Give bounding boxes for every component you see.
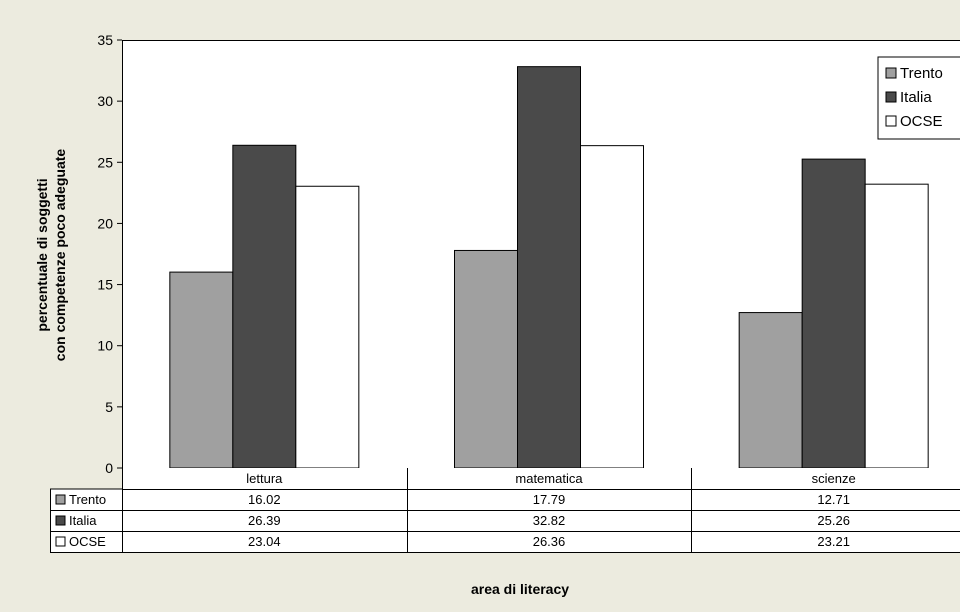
table-legend-key-ocse <box>55 536 66 547</box>
table-row-label-trento: Trento <box>69 492 106 507</box>
y-tick-label: 25 <box>97 154 113 170</box>
bar-ocse-scienze <box>864 183 929 469</box>
bar-ocse-matematica <box>580 145 644 469</box>
table-cell: 23.21 <box>817 534 850 549</box>
bar-trento-matematica <box>454 249 518 469</box>
x-axis-title: area di literacy <box>471 581 569 597</box>
y-tick-label: 5 <box>105 399 113 415</box>
bar-italia-scienze <box>801 158 866 469</box>
bar-italia-matematica <box>517 66 581 469</box>
y-tick-label: 30 <box>97 93 113 109</box>
bar-ocse-lettura <box>295 185 360 469</box>
y-tick-label: 20 <box>97 215 113 231</box>
table-cell: 26.36 <box>533 534 566 549</box>
legend-label-ocse: OCSE <box>900 113 943 130</box>
legend-key-italia <box>885 91 897 103</box>
table-cell: 17.79 <box>533 492 566 507</box>
bar-trento-lettura <box>169 271 234 469</box>
legend-key-trento <box>885 67 897 79</box>
legend-key-ocse <box>885 115 897 127</box>
table-row-label-italia: Italia <box>69 513 97 528</box>
table-cell: 25.26 <box>817 513 850 528</box>
bar-trento-scienze <box>738 312 803 469</box>
bar-italia-lettura <box>232 144 297 469</box>
table-cell: 32.82 <box>533 513 566 528</box>
y-tick-label: 15 <box>97 277 113 293</box>
legend-label-italia: Italia <box>900 89 932 106</box>
y-axis-title-group: percentuale di soggetti con competenze p… <box>34 149 68 362</box>
table-legend-key-trento <box>55 494 66 505</box>
y-axis-title-line2: con competenze poco adeguate <box>52 149 68 362</box>
table-col-header-matematica: matematica <box>515 471 583 486</box>
table-cell: 16.02 <box>248 492 281 507</box>
table-cell: 12.71 <box>817 492 850 507</box>
table-col-header-lettura: lettura <box>246 471 283 486</box>
table-cell: 23.04 <box>248 534 281 549</box>
table-row-label-ocse: OCSE <box>69 534 106 549</box>
y-tick-label: 35 <box>97 32 113 48</box>
table-cell: 26.39 <box>248 513 281 528</box>
legend-label-trento: Trento <box>900 65 943 82</box>
table-col-header-scienze: scienze <box>812 471 856 486</box>
table-legend-key-italia <box>55 515 66 526</box>
y-axis-title-line1: percentuale di soggetti <box>34 178 50 331</box>
y-tick-label: 0 <box>105 460 113 476</box>
y-tick-label: 10 <box>97 338 113 354</box>
